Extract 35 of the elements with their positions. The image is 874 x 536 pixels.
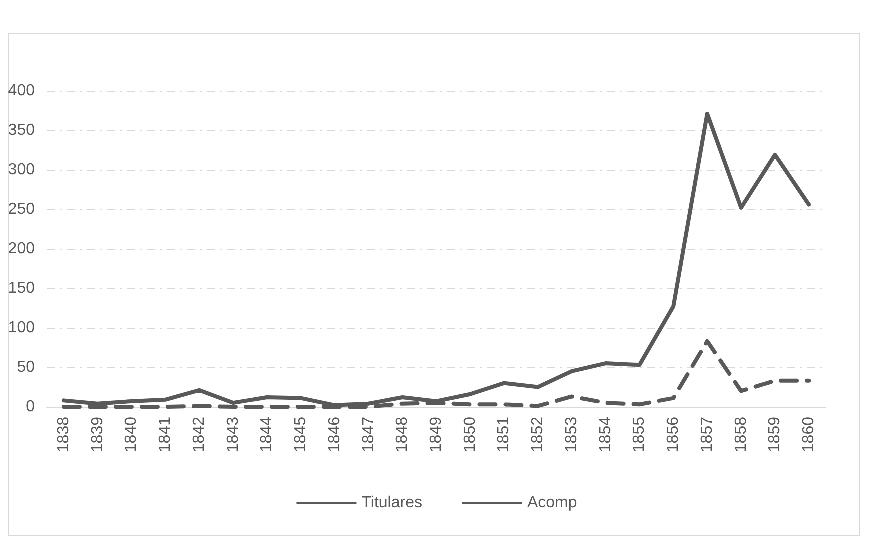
x-tick-label: 1857 xyxy=(698,416,716,453)
x-tick-label: 1840 xyxy=(123,416,140,453)
x-tick-label: 1859 xyxy=(766,416,784,453)
x-tick-label: 1843 xyxy=(224,416,242,453)
y-tick-label: 250 xyxy=(8,201,36,218)
line-series xyxy=(62,112,812,408)
legend-label: Titulares xyxy=(362,494,422,512)
y-tick-label: 200 xyxy=(8,240,36,258)
y-tick-label: 100 xyxy=(8,320,36,336)
x-tick-label: 1849 xyxy=(428,416,445,453)
x-tick-label: 1853 xyxy=(563,416,580,453)
y-tick-label: 50 xyxy=(17,359,36,376)
x-tick-label: 1839 xyxy=(89,416,106,453)
x-tick-label: 1851 xyxy=(496,416,513,453)
x-tick-label: 1844 xyxy=(258,416,276,453)
x-tick-label: 1858 xyxy=(732,416,750,453)
x-tick-label: 1860 xyxy=(800,416,818,453)
x-tick-label: 1852 xyxy=(530,416,547,453)
y-tick-label: 400 xyxy=(8,82,36,100)
y-tick-label: 350 xyxy=(8,122,36,139)
y-tick-label: 300 xyxy=(8,162,36,178)
x-tick-label: 1841 xyxy=(157,416,174,453)
x-tick-label: 1842 xyxy=(190,416,208,453)
x-tick-label: 1856 xyxy=(665,416,682,453)
x-tick-label: 1845 xyxy=(292,416,310,453)
x-tick-label: 1847 xyxy=(360,416,378,453)
x-tick-label: 1855 xyxy=(631,416,648,453)
x-tick-label: 1850 xyxy=(462,416,479,453)
x-tick-label: 1838 xyxy=(55,416,72,453)
x-tick-label: 1854 xyxy=(597,416,614,453)
y-tick-label: 150 xyxy=(8,280,36,297)
y-tick-label: 0 xyxy=(26,398,36,416)
x-tick-label: 1846 xyxy=(326,416,344,453)
legend-label: Acomp xyxy=(527,494,578,512)
x-tick-label: 1848 xyxy=(394,416,412,453)
